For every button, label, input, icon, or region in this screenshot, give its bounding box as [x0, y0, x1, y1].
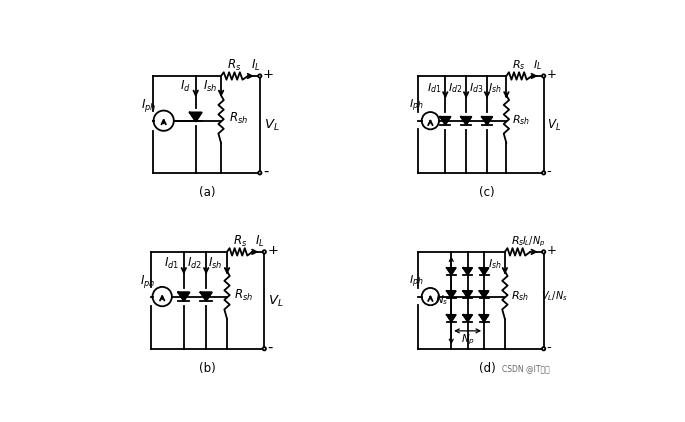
Text: $I_L$: $I_L$ — [533, 59, 543, 73]
Polygon shape — [201, 292, 212, 301]
Text: $I_{ph}$: $I_{ph}$ — [409, 273, 423, 290]
Text: $I_{ph}$: $I_{ph}$ — [409, 97, 423, 114]
Polygon shape — [482, 117, 493, 124]
Circle shape — [262, 347, 266, 350]
Text: CSDN @IT猿手: CSDN @IT猿手 — [502, 364, 549, 373]
Polygon shape — [463, 268, 472, 275]
Text: $I_L$: $I_L$ — [251, 58, 260, 73]
Text: $I_{ph}$: $I_{ph}$ — [140, 273, 155, 290]
Text: +: + — [267, 244, 278, 257]
Polygon shape — [447, 315, 456, 322]
Polygon shape — [447, 291, 456, 298]
Text: -: - — [547, 165, 551, 178]
Circle shape — [258, 74, 262, 78]
Text: $I_{sh}$: $I_{sh}$ — [208, 256, 223, 271]
Text: $R_{sh}$: $R_{sh}$ — [234, 288, 253, 303]
Circle shape — [542, 74, 545, 78]
Text: +: + — [547, 244, 556, 257]
Text: $V_L$: $V_L$ — [269, 294, 284, 308]
Text: $I_{ph}$: $I_{ph}$ — [141, 97, 156, 114]
Polygon shape — [440, 117, 451, 124]
Text: $I_{d1}$: $I_{d1}$ — [164, 256, 179, 271]
Text: $N_s$: $N_s$ — [435, 293, 448, 307]
Polygon shape — [447, 268, 456, 275]
Circle shape — [262, 250, 266, 254]
Text: $I_{d2}$: $I_{d2}$ — [448, 81, 462, 95]
Text: $R_{sh}$: $R_{sh}$ — [511, 289, 529, 303]
Text: $I_{sh}$: $I_{sh}$ — [203, 79, 218, 94]
Text: $I_{sh}$: $I_{sh}$ — [488, 81, 502, 95]
Polygon shape — [190, 113, 201, 122]
Polygon shape — [463, 291, 472, 298]
Circle shape — [542, 250, 545, 254]
Text: $N_p$: $N_p$ — [460, 333, 475, 347]
Text: -: - — [547, 341, 551, 354]
Text: $I_d$: $I_d$ — [180, 79, 190, 94]
Text: $I_{d1}$: $I_{d1}$ — [427, 81, 441, 95]
Text: $I_L$: $I_L$ — [255, 234, 264, 249]
Polygon shape — [479, 268, 488, 275]
Circle shape — [542, 347, 545, 350]
Text: +: + — [263, 68, 274, 81]
Text: (b): (b) — [199, 362, 216, 375]
Text: (c): (c) — [479, 186, 495, 199]
Text: $I_{d2}$: $I_{d2}$ — [187, 256, 202, 271]
Text: $I_{d3}$: $I_{d3}$ — [469, 81, 483, 95]
Polygon shape — [479, 291, 488, 298]
Text: $R_s$: $R_s$ — [512, 59, 526, 73]
Polygon shape — [461, 117, 471, 124]
Text: $R_s$: $R_s$ — [227, 58, 242, 73]
Text: (a): (a) — [199, 186, 216, 199]
Circle shape — [542, 171, 545, 175]
Polygon shape — [463, 315, 472, 322]
Polygon shape — [479, 315, 488, 322]
Text: +: + — [547, 68, 556, 81]
Text: $V_L$: $V_L$ — [547, 118, 561, 133]
Text: $R_{sh}$: $R_{sh}$ — [229, 111, 248, 126]
Text: $V_L/N_s$: $V_L/N_s$ — [540, 289, 567, 303]
Text: $R_{sh}$: $R_{sh}$ — [512, 113, 531, 127]
Text: (d): (d) — [479, 362, 495, 375]
Text: -: - — [267, 340, 273, 355]
Text: $V_L$: $V_L$ — [264, 118, 279, 133]
Text: $R_s$: $R_s$ — [511, 235, 525, 248]
Text: $I_{sh}$: $I_{sh}$ — [488, 257, 501, 271]
Circle shape — [258, 171, 262, 175]
Text: -: - — [263, 164, 269, 179]
Text: $I_L/N_p$: $I_L/N_p$ — [522, 234, 546, 249]
Text: $R_s$: $R_s$ — [232, 234, 247, 249]
Polygon shape — [178, 292, 190, 301]
